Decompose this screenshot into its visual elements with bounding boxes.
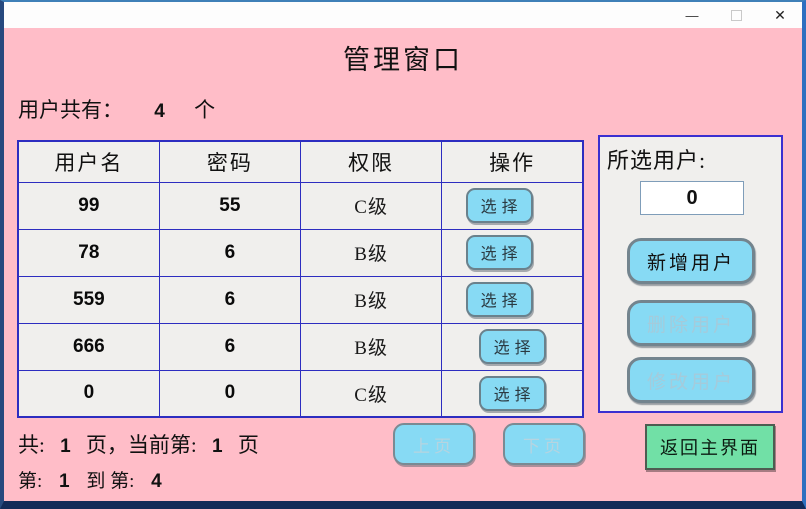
- password-cell: 6: [158, 275, 302, 324]
- users-table: 用户名 密码 权限 操作 99 55 C级 选择 78 6 B级 选择: [17, 140, 584, 418]
- range-to-label: 到 第:: [86, 471, 135, 492]
- page-title: 管理窗口: [343, 45, 463, 75]
- total-pages-value: 1: [60, 436, 71, 457]
- select-user-button[interactable]: 选择: [478, 375, 546, 411]
- col-header-permission: 权限: [299, 140, 443, 183]
- permission-cell: C级: [299, 369, 443, 418]
- action-cell: 选择: [441, 322, 584, 371]
- username-cell: 99: [17, 181, 160, 230]
- return-main-button[interactable]: 返回主界面: [645, 424, 775, 470]
- range-from-value: 1: [59, 471, 70, 492]
- permission-cell: C级: [299, 181, 443, 230]
- title-bar: — ✕: [4, 2, 802, 28]
- minimize-button[interactable]: —: [670, 2, 714, 28]
- user-count-line: 用户共有： 4 个: [18, 94, 215, 124]
- table-row: 99 55 C级 选择: [17, 181, 584, 230]
- table-row: 559 6 B级 选择: [17, 275, 584, 324]
- maximize-button[interactable]: [714, 2, 758, 28]
- username-cell: 78: [17, 228, 160, 277]
- permission-cell: B级: [299, 322, 443, 371]
- total-pages-label: 共:: [18, 433, 45, 457]
- table-row: 666 6 B级 选择: [17, 322, 584, 371]
- username-cell: 559: [17, 275, 160, 324]
- table-header-row: 用户名 密码 权限 操作: [17, 140, 584, 183]
- selected-user-label: 所选用户:: [607, 148, 707, 173]
- minimize-icon: —: [685, 7, 699, 23]
- range-to-value: 4: [151, 471, 162, 492]
- pagination-summary: 共: 1 页，当前第: 1 页: [18, 429, 259, 459]
- current-page-unit: 页: [237, 433, 259, 457]
- username-cell: 666: [17, 322, 160, 371]
- col-header-action: 操作: [441, 140, 584, 183]
- close-button[interactable]: ✕: [758, 2, 802, 28]
- add-user-button[interactable]: 新增用户: [627, 238, 755, 284]
- record-range-line: 第: 1 到 第: 4: [18, 466, 174, 493]
- col-header-username: 用户名: [17, 140, 160, 183]
- col-header-password: 密码: [158, 140, 302, 183]
- action-cell: 选择: [441, 275, 584, 324]
- selected-user-panel: 所选用户: 新增用户 删除用户 修改用户: [598, 135, 783, 413]
- action-cell: 选择: [441, 369, 584, 418]
- user-count-unit: 个: [194, 98, 216, 122]
- prev-page-button[interactable]: 上页: [393, 423, 475, 465]
- action-cell: 选择: [441, 181, 584, 230]
- delete-user-button[interactable]: 删除用户: [627, 300, 755, 346]
- total-pages-unit: 页，当前第:: [85, 433, 197, 457]
- current-page-value: 1: [212, 436, 223, 457]
- password-cell: 55: [158, 181, 302, 230]
- select-user-button[interactable]: 选择: [478, 329, 546, 364]
- next-page-button[interactable]: 下页: [503, 423, 585, 465]
- user-count-value: 4: [154, 101, 165, 122]
- maximize-icon: [730, 9, 742, 21]
- table-row: 0 0 C级 选择: [17, 369, 584, 418]
- modify-user-button[interactable]: 修改用户: [627, 357, 755, 403]
- range-from-label: 第:: [18, 471, 43, 492]
- table-row: 78 6 B级 选择: [17, 228, 584, 277]
- password-cell: 6: [158, 322, 302, 371]
- action-cell: 选择: [441, 228, 584, 277]
- permission-cell: B级: [299, 228, 443, 277]
- permission-cell: B级: [299, 275, 443, 324]
- password-cell: 6: [158, 228, 302, 277]
- select-user-button[interactable]: 选择: [465, 188, 533, 223]
- select-user-button[interactable]: 选择: [465, 282, 533, 317]
- password-cell: 0: [158, 369, 302, 418]
- close-icon: ✕: [774, 6, 786, 23]
- selected-user-input[interactable]: [640, 181, 744, 215]
- username-cell: 0: [17, 369, 160, 418]
- user-count-label: 用户共有：: [18, 98, 123, 122]
- select-user-button[interactable]: 选择: [465, 235, 533, 270]
